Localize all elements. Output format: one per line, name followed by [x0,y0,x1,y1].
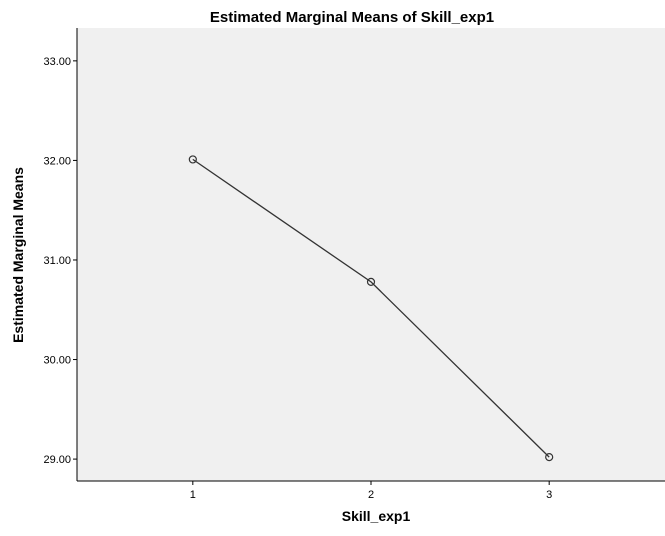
data-point-marker [366,277,376,286]
x-tick-label: 2 [368,489,374,501]
y-tick-label: 29.00 [43,454,71,466]
y-tick-label: 32.00 [43,155,71,167]
x-tick-label: 3 [546,489,552,501]
series-line [192,158,550,458]
y-tick-label: 30.00 [43,355,71,367]
x-tick-label: 1 [190,489,196,501]
x-axis-label: Skill_exp1 [342,508,411,524]
y-tick-label: 31.00 [43,255,71,267]
y-axis-label: Estimated Marginal Means [10,167,26,343]
x-axis-ticks: 1 2 3 [190,481,552,501]
data-point-marker [188,155,197,164]
series-layer [188,155,554,462]
chart-title: Estimated Marginal Means of Skill_exp1 [210,9,494,26]
data-point-marker [545,453,554,462]
y-tick-label: 33.00 [43,56,71,68]
y-axis-ticks: 29.00 30.00 31.00 32.00 33.00 [43,56,77,466]
plot-area [77,28,665,481]
